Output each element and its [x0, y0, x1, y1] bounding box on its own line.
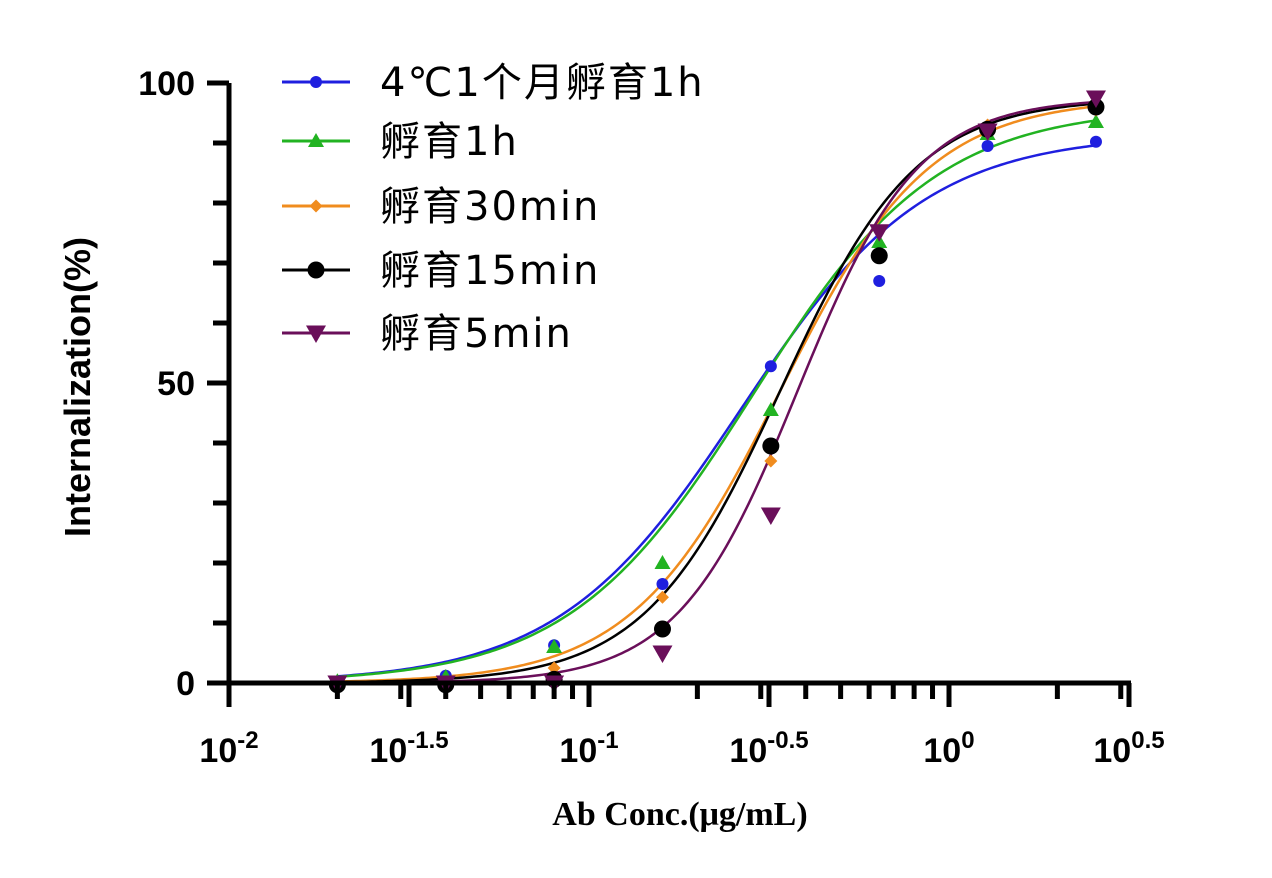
legend-item: 孵育5min	[282, 311, 573, 357]
legend-item: 孵育1h	[282, 119, 519, 165]
x-tick-label: 10-2	[199, 727, 258, 770]
legend-item: 孵育30min	[282, 184, 600, 230]
fit-curve-3	[337, 105, 1097, 683]
data-point	[873, 275, 886, 287]
x-tick-label: 10-1	[559, 727, 618, 770]
x-tick-label: 10-0.5	[729, 727, 808, 770]
y-tick-label: 50	[157, 365, 195, 403]
x-tick-label: 10-1.5	[369, 727, 448, 770]
data-point	[546, 639, 563, 653]
legend-label: 4℃1个月孵育1h	[380, 60, 705, 106]
legend-label: 孵育30min	[380, 184, 600, 230]
y-axis-label: Internalization(%)	[57, 237, 98, 537]
legend-marker	[306, 325, 326, 343]
data-point	[655, 590, 669, 604]
data-point	[653, 620, 671, 638]
legend-marker	[307, 261, 325, 279]
y-ticks: 0 50 100	[138, 65, 229, 703]
data-point	[870, 247, 888, 265]
legend-label: 孵育1h	[380, 119, 519, 165]
data-point	[869, 224, 890, 242]
data-points	[327, 90, 1106, 694]
fit-curve-4	[337, 102, 1097, 684]
legend-label: 孵育5min	[380, 311, 573, 357]
data-point	[654, 555, 671, 569]
fit-curve-1	[337, 144, 1097, 678]
legend: 4℃1个月孵育1h 孵育1h 孵育30min 孵育15min 孵育5min	[282, 60, 705, 357]
legend-marker	[310, 76, 322, 88]
data-point	[1087, 114, 1104, 128]
legend-marker	[308, 133, 324, 147]
legend-label: 孵育15min	[380, 248, 600, 294]
data-point	[656, 578, 669, 590]
data-point	[1085, 90, 1106, 108]
legend-item: 孵育15min	[282, 248, 600, 294]
legend-marker	[309, 199, 323, 213]
x-ticks: 10-2 10-1.5 10-1 10-0.5 100 100.5	[199, 683, 1165, 770]
data-point	[762, 437, 780, 455]
axes	[226, 83, 1131, 686]
x-axis-label: Ab Conc.(μg/mL)	[552, 796, 807, 833]
y-tick-label: 100	[138, 65, 195, 103]
legend-item: 4℃1个月孵育1h	[282, 60, 705, 106]
y-tick-label: 0	[176, 665, 195, 703]
data-point	[1089, 135, 1102, 148]
fit-curve-2	[337, 119, 1097, 679]
data-point	[764, 360, 777, 373]
data-point	[760, 507, 781, 525]
data-point	[981, 140, 994, 152]
data-point	[762, 402, 779, 416]
data-point	[652, 645, 673, 663]
data-point	[977, 123, 998, 141]
x-tick-label: 100.5	[1093, 727, 1164, 770]
data-point	[764, 454, 778, 468]
x-tick-label: 100	[923, 727, 974, 770]
data-point	[547, 661, 561, 675]
